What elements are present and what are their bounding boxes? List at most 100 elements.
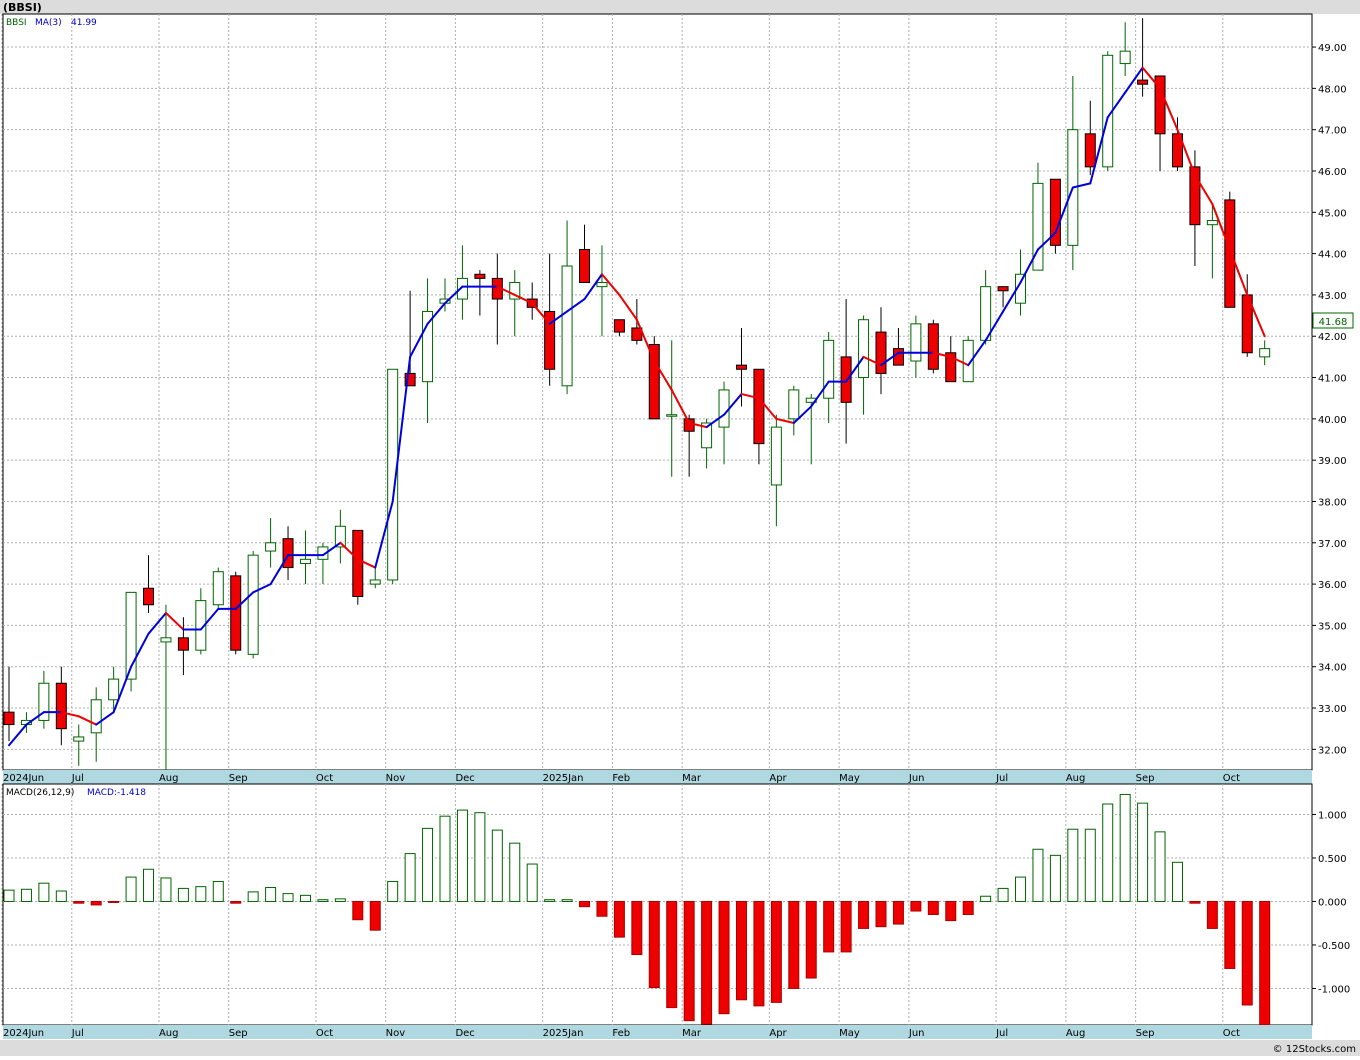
ma-segment bbox=[25, 711, 45, 726]
footer-band bbox=[0, 1040, 1360, 1056]
ma-segment bbox=[356, 558, 377, 569]
ma-segment bbox=[1124, 66, 1144, 94]
macd-bar-positive bbox=[1032, 848, 1044, 902]
price-y-tick-label: 46.00 bbox=[1318, 167, 1347, 178]
candle-down bbox=[1084, 133, 1096, 168]
macd-bar-negative bbox=[718, 900, 730, 1015]
ma-segment bbox=[164, 612, 185, 631]
macd-bar-positive bbox=[1067, 828, 1079, 902]
macd-bar-negative bbox=[1224, 900, 1236, 969]
macd-bar-negative bbox=[1206, 900, 1218, 929]
macd-bar-negative bbox=[910, 900, 922, 912]
macd-bar-positive bbox=[195, 886, 207, 902]
candle-up bbox=[701, 422, 713, 449]
candle-down bbox=[143, 587, 155, 606]
ma-segment bbox=[234, 591, 255, 610]
ma-segment bbox=[566, 298, 586, 313]
candle-up bbox=[212, 571, 224, 606]
macd-y-axis: 1.000 0.500 0.000 -0.500 -1.000 bbox=[1312, 810, 1350, 995]
ma-segment bbox=[880, 351, 900, 367]
macd-bar-positive bbox=[265, 887, 277, 902]
macd-panel: 1.000 0.500 0.000 -0.500 -1.000 MACD(26,12,9… bbox=[1, 783, 1350, 1026]
macd-bar-negative bbox=[701, 900, 713, 1025]
macd-bar-negative bbox=[735, 900, 747, 1001]
macd-bar-negative bbox=[666, 900, 678, 1009]
macd-y-tick-label: -0.500 bbox=[1318, 941, 1350, 952]
candle-up bbox=[108, 678, 120, 701]
ma-segment bbox=[1193, 174, 1214, 206]
candle-up bbox=[334, 525, 346, 548]
candle-down bbox=[230, 575, 242, 651]
candle-up bbox=[788, 389, 800, 420]
ma-segment bbox=[705, 413, 726, 429]
candle-down bbox=[474, 273, 486, 279]
candle-down bbox=[631, 327, 643, 341]
candle-down bbox=[177, 637, 189, 651]
candle-down bbox=[55, 682, 67, 730]
ma-segment bbox=[583, 273, 603, 301]
macd-x-axis-labels: 2024Jun Jul Aug Sep Oct Nov Dec 2025Jan Feb Mar Ap… bbox=[3, 1028, 1240, 1039]
candle-down bbox=[892, 348, 904, 366]
x-tick-label: Jul bbox=[995, 773, 1008, 784]
macd-bar-negative bbox=[962, 900, 974, 916]
x-tick-label: Mar bbox=[682, 773, 702, 784]
candle-up bbox=[1119, 50, 1131, 65]
candle-up bbox=[299, 558, 311, 564]
candle-down bbox=[753, 368, 765, 445]
price-y-axis: 32.00 33.00 34.00 35.00 36.00 37.00 38.00 39.00… bbox=[1312, 43, 1347, 756]
ma-segment bbox=[426, 302, 446, 325]
macd-x-tick-label: May bbox=[839, 1028, 860, 1039]
macd-bar-negative bbox=[945, 900, 957, 922]
last-price-badge bbox=[1312, 312, 1354, 329]
candle-up bbox=[770, 426, 782, 486]
ma-segment bbox=[374, 500, 394, 569]
x-tick-label: 2024Jun bbox=[3, 773, 44, 784]
macd-bar-positive bbox=[143, 868, 155, 902]
macd-x-tick-label: Jun bbox=[908, 1028, 925, 1039]
ma-segment bbox=[1159, 87, 1179, 131]
candle-up bbox=[596, 282, 608, 288]
candle-down bbox=[683, 418, 695, 432]
price-candles bbox=[3, 18, 1271, 770]
candle-up bbox=[962, 339, 974, 383]
candle-down bbox=[579, 248, 591, 284]
ma-segment bbox=[845, 355, 865, 383]
candle-down bbox=[840, 356, 852, 403]
price-grid bbox=[1, 14, 1312, 770]
ma-segment bbox=[670, 388, 691, 424]
ma-segment bbox=[1054, 186, 1074, 234]
macd-bar-positive bbox=[177, 887, 189, 902]
ma-segment bbox=[1089, 116, 1109, 185]
price-x-axis-band bbox=[3, 770, 1312, 784]
x-tick-label: Jun bbox=[908, 773, 925, 784]
ma-segment bbox=[810, 380, 830, 408]
ma-segment bbox=[1211, 203, 1231, 251]
macd-bar-negative bbox=[631, 900, 643, 956]
candle-down bbox=[1049, 178, 1061, 246]
macd-bar-negative bbox=[683, 900, 695, 1022]
price-y-tick-label: 42.00 bbox=[1318, 332, 1347, 343]
macd-y-tick-label: 0.000 bbox=[1318, 897, 1347, 908]
price-y-tick-label: 48.00 bbox=[1318, 84, 1347, 95]
macd-bar-positive bbox=[317, 899, 329, 902]
candle-up bbox=[247, 554, 259, 655]
candle-up bbox=[1206, 220, 1218, 226]
macd-bar-positive bbox=[160, 877, 172, 902]
x-tick-label: 2025Jan bbox=[543, 773, 584, 784]
ma-segment bbox=[339, 541, 359, 561]
macd-x-tick-label: Oct bbox=[1223, 1028, 1240, 1039]
ma-segment bbox=[252, 583, 272, 594]
macd-bar-negative bbox=[823, 900, 835, 953]
candle-up bbox=[980, 286, 992, 341]
ma-segment bbox=[95, 711, 115, 726]
x-tick-label: Aug bbox=[159, 773, 179, 784]
header-band bbox=[0, 0, 1360, 14]
x-tick-label: Oct bbox=[316, 773, 333, 784]
ma-segment bbox=[740, 393, 760, 400]
ma-segment bbox=[1246, 293, 1266, 338]
macd-x-tick-label: Dec bbox=[455, 1028, 474, 1039]
macd-bar-positive bbox=[212, 880, 224, 902]
ma-segment bbox=[757, 397, 778, 420]
macd-bar-positive bbox=[526, 863, 538, 902]
macd-bars bbox=[3, 793, 1271, 1026]
